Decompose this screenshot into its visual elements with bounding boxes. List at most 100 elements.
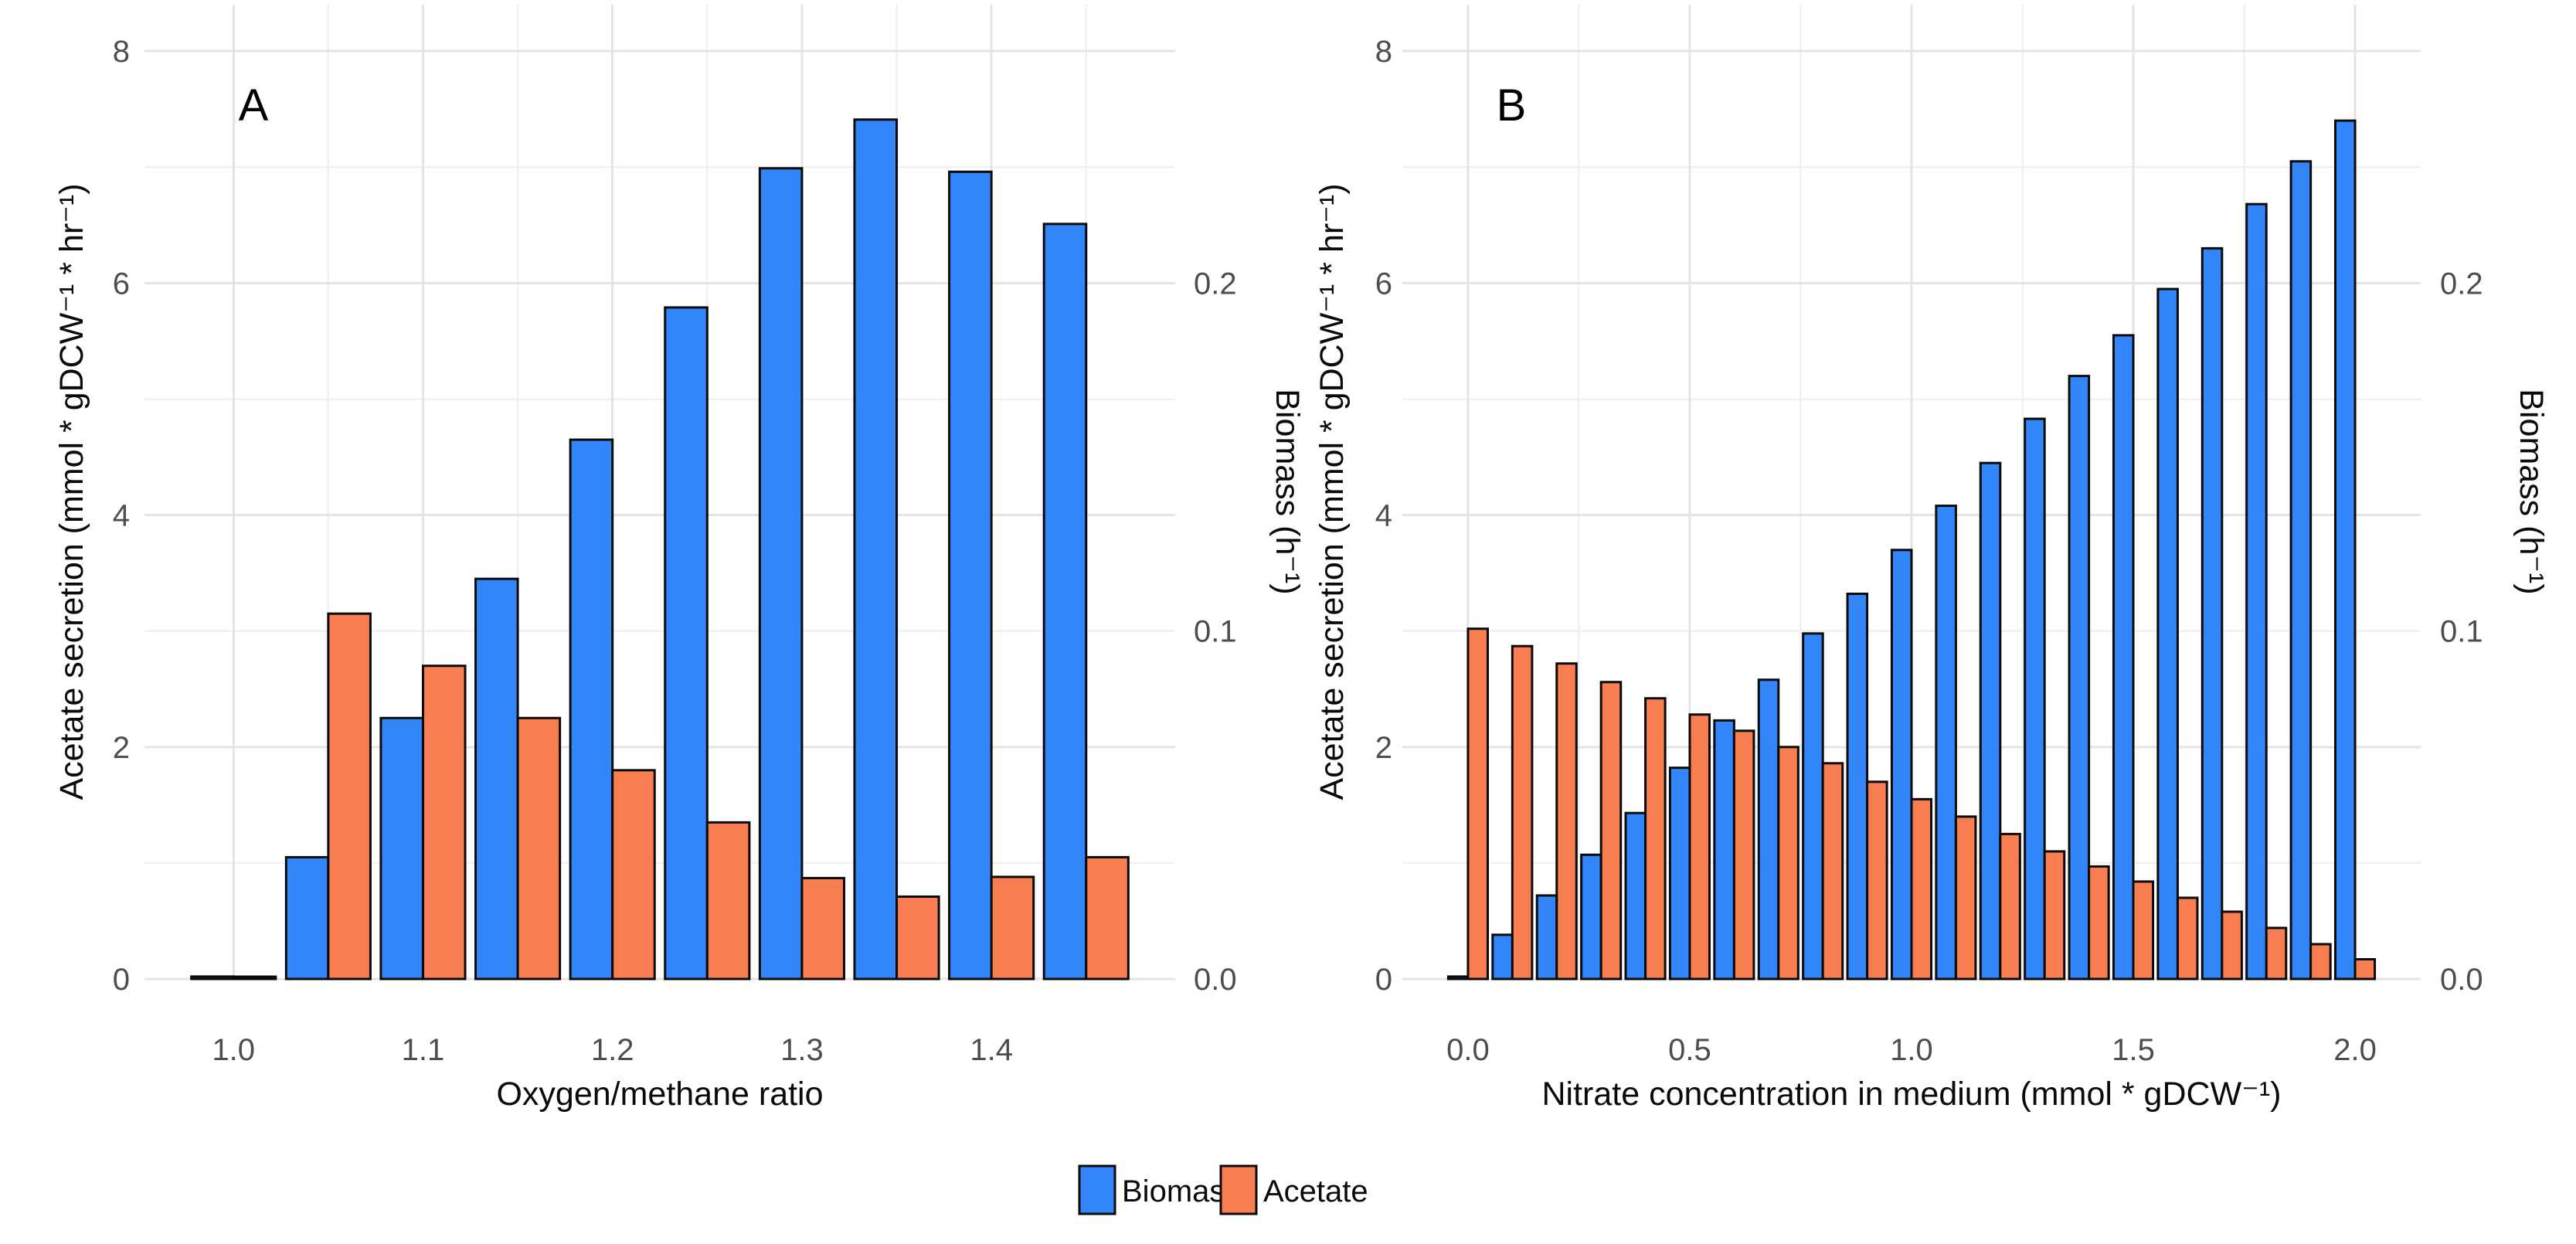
acetate-bar	[516, 716, 562, 981]
acetate-bar	[232, 975, 277, 981]
legend-label-acetate: Acetate	[1263, 1174, 1368, 1208]
acetate-bar	[1599, 681, 1623, 981]
biomass-bar	[1535, 894, 1558, 981]
y-axis-right-title: Biomass (h⁻¹)	[2513, 389, 2550, 594]
acetate-bar	[1954, 815, 1977, 981]
acetate-bar	[705, 821, 751, 981]
biomass-bar	[569, 438, 614, 981]
acetate-bar	[895, 895, 940, 981]
acetate-bar	[1732, 729, 1755, 981]
biomass-bar	[474, 577, 519, 981]
x-axis-tick-label: 1.2	[591, 1033, 634, 1067]
acetate-bar	[2265, 926, 2288, 981]
y-axis-left-tick-label: 2	[113, 731, 130, 765]
y-axis-right-tick-label: 0.0	[2440, 963, 2483, 997]
biomass-bar	[2200, 246, 2224, 981]
biomass-bar	[1713, 719, 1735, 981]
acetate-bar	[1688, 713, 1711, 981]
acetate-bar	[1511, 644, 1534, 981]
biomass-bar	[853, 118, 899, 981]
x-axis-tick-label: 1.0	[212, 1033, 255, 1067]
acetate-bar	[1085, 855, 1130, 981]
biomass-bar	[1580, 853, 1602, 981]
biomass-bar	[2245, 202, 2268, 981]
biomass-bar	[1668, 766, 1691, 981]
biomass-bar	[2333, 119, 2357, 981]
acetate-bar	[2176, 896, 2199, 981]
x-axis-tick-label: 1.1	[402, 1033, 445, 1067]
biomass-bar	[2112, 334, 2135, 981]
y-axis-left-tick-label: 2	[1375, 731, 1392, 765]
acetate-bar	[2132, 880, 2155, 981]
x-axis-title: Oxygen/methane ratio	[496, 1076, 823, 1113]
y-axis-left-tick-label: 4	[113, 499, 130, 533]
acetate-bar	[1821, 762, 1844, 981]
acetate-bar	[1644, 697, 1667, 981]
acetate-bar	[1866, 780, 1888, 981]
y-axis-left-tick-label: 8	[113, 35, 130, 69]
biomass-bar	[948, 170, 993, 981]
biomass-bar	[284, 855, 330, 981]
biomass-bar	[1979, 461, 2002, 981]
y-axis-left-tick-label: 6	[113, 267, 130, 301]
y-axis-left-title: Acetate secretion (mmol * gDCW⁻¹ * hr⁻¹)	[1313, 183, 1351, 800]
y-axis-left-tick-label: 0	[113, 963, 130, 997]
acetate-bar	[2353, 957, 2377, 981]
y-axis-right-tick-label: 0.0	[1194, 963, 1237, 997]
y-axis-left-tick-label: 8	[1375, 35, 1392, 69]
biomass-bar	[379, 716, 424, 981]
y-axis-left-tick-label: 0	[1375, 963, 1392, 997]
acetate-bar	[2309, 943, 2332, 981]
acetate-bar	[2043, 850, 2066, 981]
biomass-bar	[1624, 811, 1647, 981]
biomass-bar	[2024, 417, 2046, 981]
acetate-bar	[421, 664, 467, 981]
biomass-bar	[1890, 549, 1913, 981]
biomass-bar	[1846, 593, 1869, 981]
biomass-bar	[1935, 505, 1957, 981]
acetate-bar	[1999, 832, 2021, 981]
y-axis-right-title: Biomass (h⁻¹)	[1269, 389, 1306, 594]
x-axis-tick-label: 1.4	[970, 1033, 1013, 1067]
acetate-bar	[1777, 746, 1799, 981]
biomass-bar	[2156, 287, 2179, 981]
x-axis-tick-label: 2.0	[2333, 1033, 2377, 1067]
biomass-bar	[664, 306, 709, 981]
panel-letter-b: B	[1497, 80, 1527, 131]
biomass-bar	[190, 975, 235, 981]
acetate-bar	[327, 612, 372, 981]
x-axis-tick-label: 1.5	[2112, 1033, 2155, 1067]
y-axis-left-tick-label: 6	[1375, 267, 1392, 301]
biomass-bar	[2289, 160, 2313, 981]
biomass-bar	[2068, 375, 2091, 981]
x-axis-tick-label: 1.3	[780, 1033, 824, 1067]
acetate-bar	[800, 876, 845, 981]
y-axis-right-tick-label: 0.2	[1194, 267, 1237, 301]
acetate-bar	[2221, 910, 2243, 981]
panel-letter-a: A	[239, 80, 269, 131]
legend-swatch-acetate	[1219, 1164, 1258, 1215]
x-axis-tick-label: 0.5	[1668, 1033, 1711, 1067]
acetate-bar	[990, 875, 1035, 981]
biomass-bar	[1491, 933, 1514, 981]
acetate-bar	[1466, 627, 1490, 981]
x-axis-tick-label: 0.0	[1446, 1033, 1490, 1067]
y-axis-left-title: Acetate secretion (mmol * gDCW⁻¹ * hr⁻¹)	[53, 183, 90, 800]
biomass-bar	[758, 167, 804, 981]
x-axis-tick-label: 1.0	[1890, 1033, 1933, 1067]
biomass-bar	[1757, 678, 1780, 981]
acetate-bar	[1910, 797, 1933, 981]
y-axis-right-tick-label: 0.1	[1194, 615, 1237, 649]
x-axis-title: Nitrate concentration in medium (mmol * …	[1541, 1076, 2281, 1113]
acetate-bar	[611, 769, 656, 981]
y-axis-left-tick-label: 4	[1375, 499, 1392, 533]
y-axis-right-tick-label: 0.1	[2440, 615, 2483, 649]
legend-swatch-biomass	[1078, 1164, 1116, 1215]
biomass-bar	[1802, 632, 1824, 981]
biomass-bar	[1042, 223, 1088, 981]
y-axis-right-tick-label: 0.2	[2440, 267, 2483, 301]
acetate-bar	[1555, 662, 1578, 981]
acetate-bar	[2088, 865, 2110, 981]
